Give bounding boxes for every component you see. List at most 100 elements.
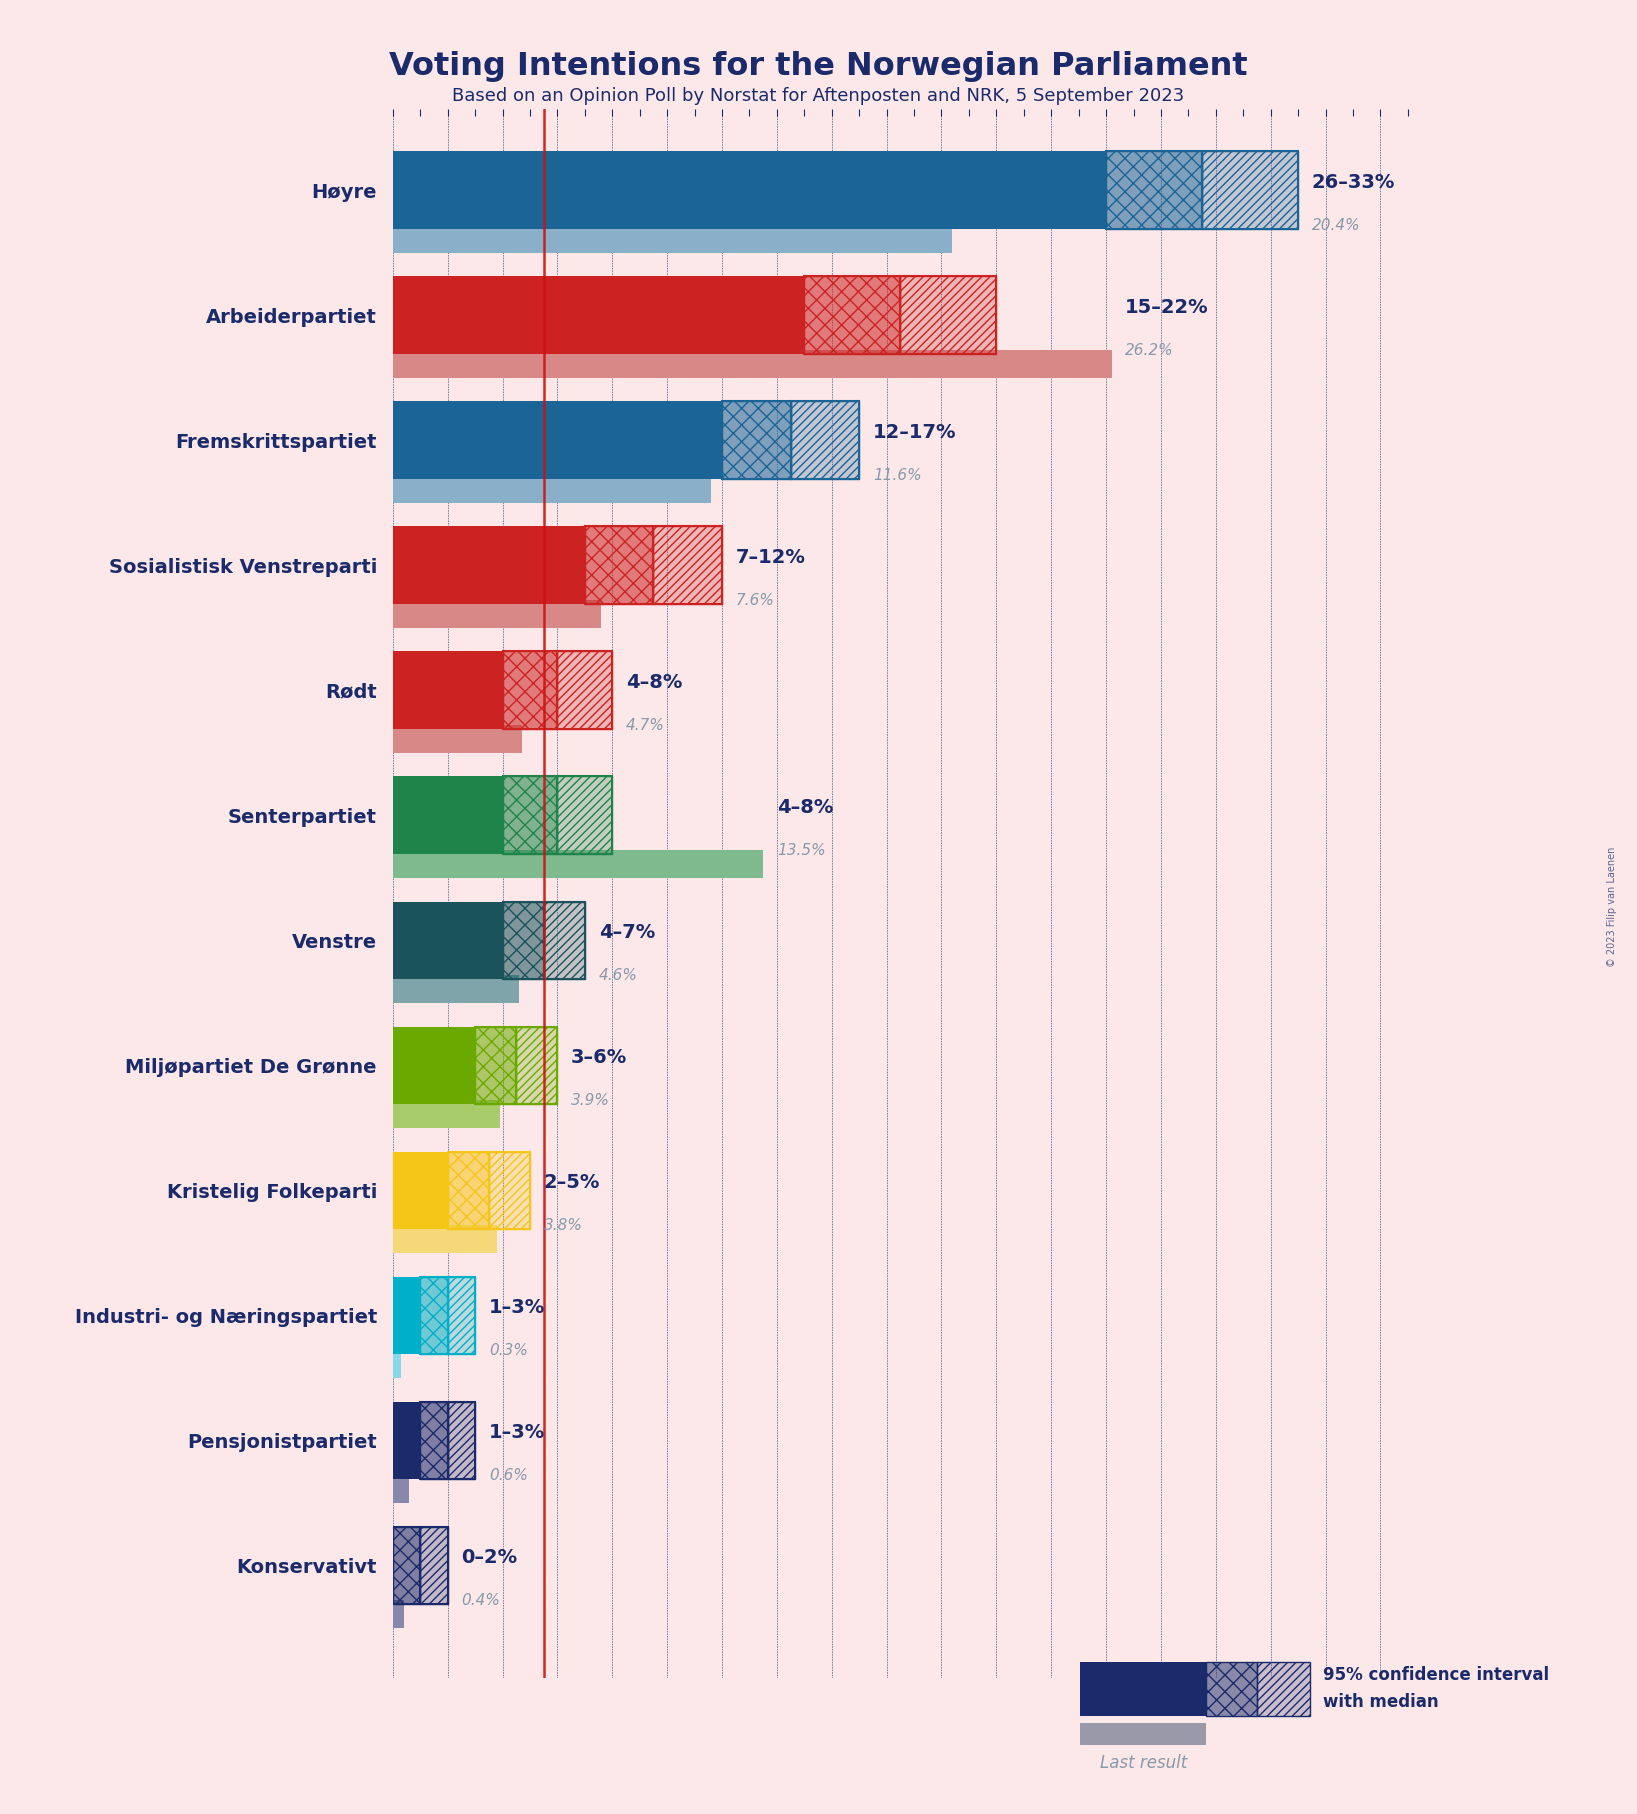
Bar bbox=[1107, 151, 1202, 229]
Text: 2–5%: 2–5% bbox=[543, 1174, 601, 1192]
Bar bbox=[393, 1277, 421, 1353]
Bar bbox=[558, 776, 612, 854]
Bar bbox=[393, 350, 1112, 377]
Bar bbox=[489, 1152, 530, 1230]
Bar bbox=[449, 1277, 475, 1353]
Bar bbox=[393, 726, 522, 753]
Bar bbox=[653, 526, 722, 604]
Text: Voting Intentions for the Norwegian Parliament: Voting Intentions for the Norwegian Parl… bbox=[390, 51, 1247, 82]
Bar bbox=[503, 651, 558, 729]
Bar bbox=[558, 651, 612, 729]
Text: with median: with median bbox=[1323, 1694, 1439, 1711]
Bar bbox=[558, 651, 612, 729]
Text: © 2023 Filip van Laenen: © 2023 Filip van Laenen bbox=[1608, 847, 1617, 967]
Text: 26.2%: 26.2% bbox=[1125, 343, 1174, 357]
Bar bbox=[393, 1527, 421, 1604]
Bar bbox=[393, 401, 722, 479]
Bar bbox=[475, 1027, 516, 1105]
Bar bbox=[804, 276, 900, 354]
Text: 4–8%: 4–8% bbox=[778, 798, 833, 818]
Bar bbox=[791, 401, 859, 479]
Text: 0.6%: 0.6% bbox=[489, 1468, 527, 1482]
Bar bbox=[393, 976, 519, 1003]
Text: 0–2%: 0–2% bbox=[462, 1549, 517, 1567]
Bar bbox=[449, 1277, 475, 1353]
Bar bbox=[1202, 151, 1298, 229]
Bar bbox=[393, 600, 601, 628]
Bar bbox=[449, 1277, 475, 1353]
Bar bbox=[449, 1402, 475, 1478]
Text: 1–3%: 1–3% bbox=[489, 1424, 545, 1442]
Text: 4–8%: 4–8% bbox=[625, 673, 683, 693]
Text: 4.6%: 4.6% bbox=[599, 969, 637, 983]
Bar bbox=[449, 1402, 475, 1478]
Text: 20.4%: 20.4% bbox=[1311, 218, 1360, 232]
Text: 3–6%: 3–6% bbox=[571, 1048, 627, 1067]
Bar bbox=[503, 776, 558, 854]
Bar bbox=[393, 526, 584, 604]
Bar bbox=[449, 1152, 489, 1230]
Bar bbox=[393, 902, 503, 980]
Bar bbox=[791, 401, 859, 479]
Text: 12–17%: 12–17% bbox=[873, 423, 956, 443]
Bar bbox=[489, 1152, 530, 1230]
Bar bbox=[393, 225, 953, 252]
Bar bbox=[584, 526, 653, 604]
Text: 26–33%: 26–33% bbox=[1311, 172, 1395, 192]
Bar bbox=[558, 776, 612, 854]
Bar bbox=[516, 1027, 558, 1105]
Text: 7.6%: 7.6% bbox=[735, 593, 774, 608]
Bar bbox=[558, 776, 612, 854]
Bar bbox=[393, 1600, 404, 1627]
Bar bbox=[393, 851, 763, 878]
Bar bbox=[722, 401, 791, 479]
Text: 1–3%: 1–3% bbox=[489, 1299, 545, 1317]
Bar bbox=[653, 526, 722, 604]
Bar bbox=[449, 1402, 475, 1478]
Bar bbox=[475, 1027, 516, 1105]
Bar bbox=[393, 776, 503, 854]
Bar bbox=[421, 1527, 449, 1604]
Text: 13.5%: 13.5% bbox=[778, 844, 825, 858]
Bar bbox=[503, 776, 558, 854]
Bar bbox=[503, 651, 558, 729]
Bar bbox=[393, 1475, 409, 1504]
Bar bbox=[421, 1277, 449, 1353]
Bar bbox=[421, 1527, 449, 1604]
Bar bbox=[584, 526, 653, 604]
Bar bbox=[393, 475, 710, 502]
Text: 3.8%: 3.8% bbox=[543, 1217, 583, 1234]
Bar bbox=[503, 902, 543, 980]
Bar bbox=[393, 276, 804, 354]
Bar bbox=[393, 1527, 421, 1604]
Bar bbox=[804, 276, 900, 354]
Bar bbox=[1202, 151, 1298, 229]
Text: 7–12%: 7–12% bbox=[735, 548, 805, 568]
Bar bbox=[421, 1277, 449, 1353]
Bar bbox=[722, 401, 791, 479]
Bar bbox=[421, 1402, 449, 1478]
Bar bbox=[584, 526, 653, 604]
Bar bbox=[393, 151, 1107, 229]
Text: 3.9%: 3.9% bbox=[571, 1092, 611, 1108]
Bar bbox=[449, 1152, 489, 1230]
Text: 11.6%: 11.6% bbox=[873, 468, 922, 483]
Bar bbox=[503, 776, 558, 854]
Bar bbox=[1202, 151, 1298, 229]
Text: 0.3%: 0.3% bbox=[489, 1342, 527, 1359]
Bar bbox=[900, 276, 997, 354]
Bar bbox=[900, 276, 997, 354]
Bar bbox=[543, 902, 584, 980]
Bar bbox=[1107, 151, 1202, 229]
Bar bbox=[393, 1402, 421, 1478]
Bar bbox=[503, 902, 543, 980]
Bar bbox=[543, 902, 584, 980]
Bar bbox=[558, 651, 612, 729]
Bar bbox=[393, 1527, 421, 1604]
Bar bbox=[393, 1350, 401, 1379]
Bar bbox=[804, 276, 900, 354]
Bar bbox=[421, 1402, 449, 1478]
Text: Based on an Opinion Poll by Norstat for Aftenposten and NRK, 5 September 2023: Based on an Opinion Poll by Norstat for … bbox=[452, 87, 1185, 105]
Bar bbox=[503, 902, 543, 980]
Text: 4.7%: 4.7% bbox=[625, 718, 665, 733]
